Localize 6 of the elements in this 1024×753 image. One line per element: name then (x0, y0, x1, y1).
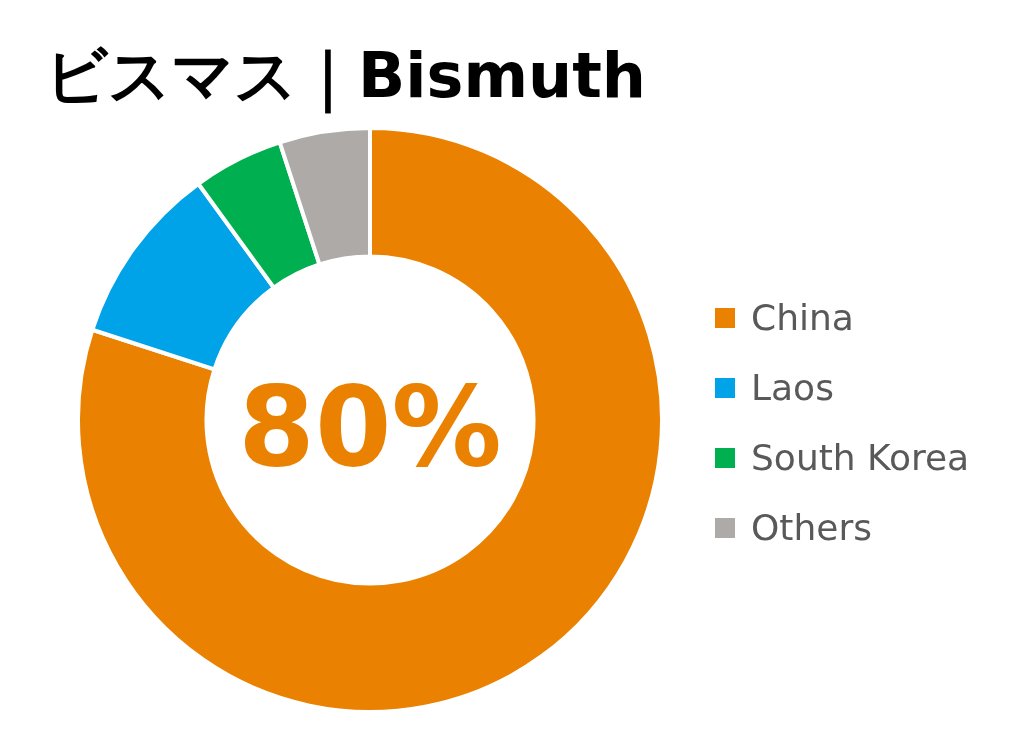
data-label: 80% (238, 363, 502, 491)
legend-label: China (751, 297, 854, 338)
chart-title: ビスマス｜Bismuth (45, 39, 646, 114)
legend-label: Laos (751, 367, 834, 408)
legend-label: South Korea (751, 437, 970, 478)
legend-label: Others (751, 507, 872, 548)
